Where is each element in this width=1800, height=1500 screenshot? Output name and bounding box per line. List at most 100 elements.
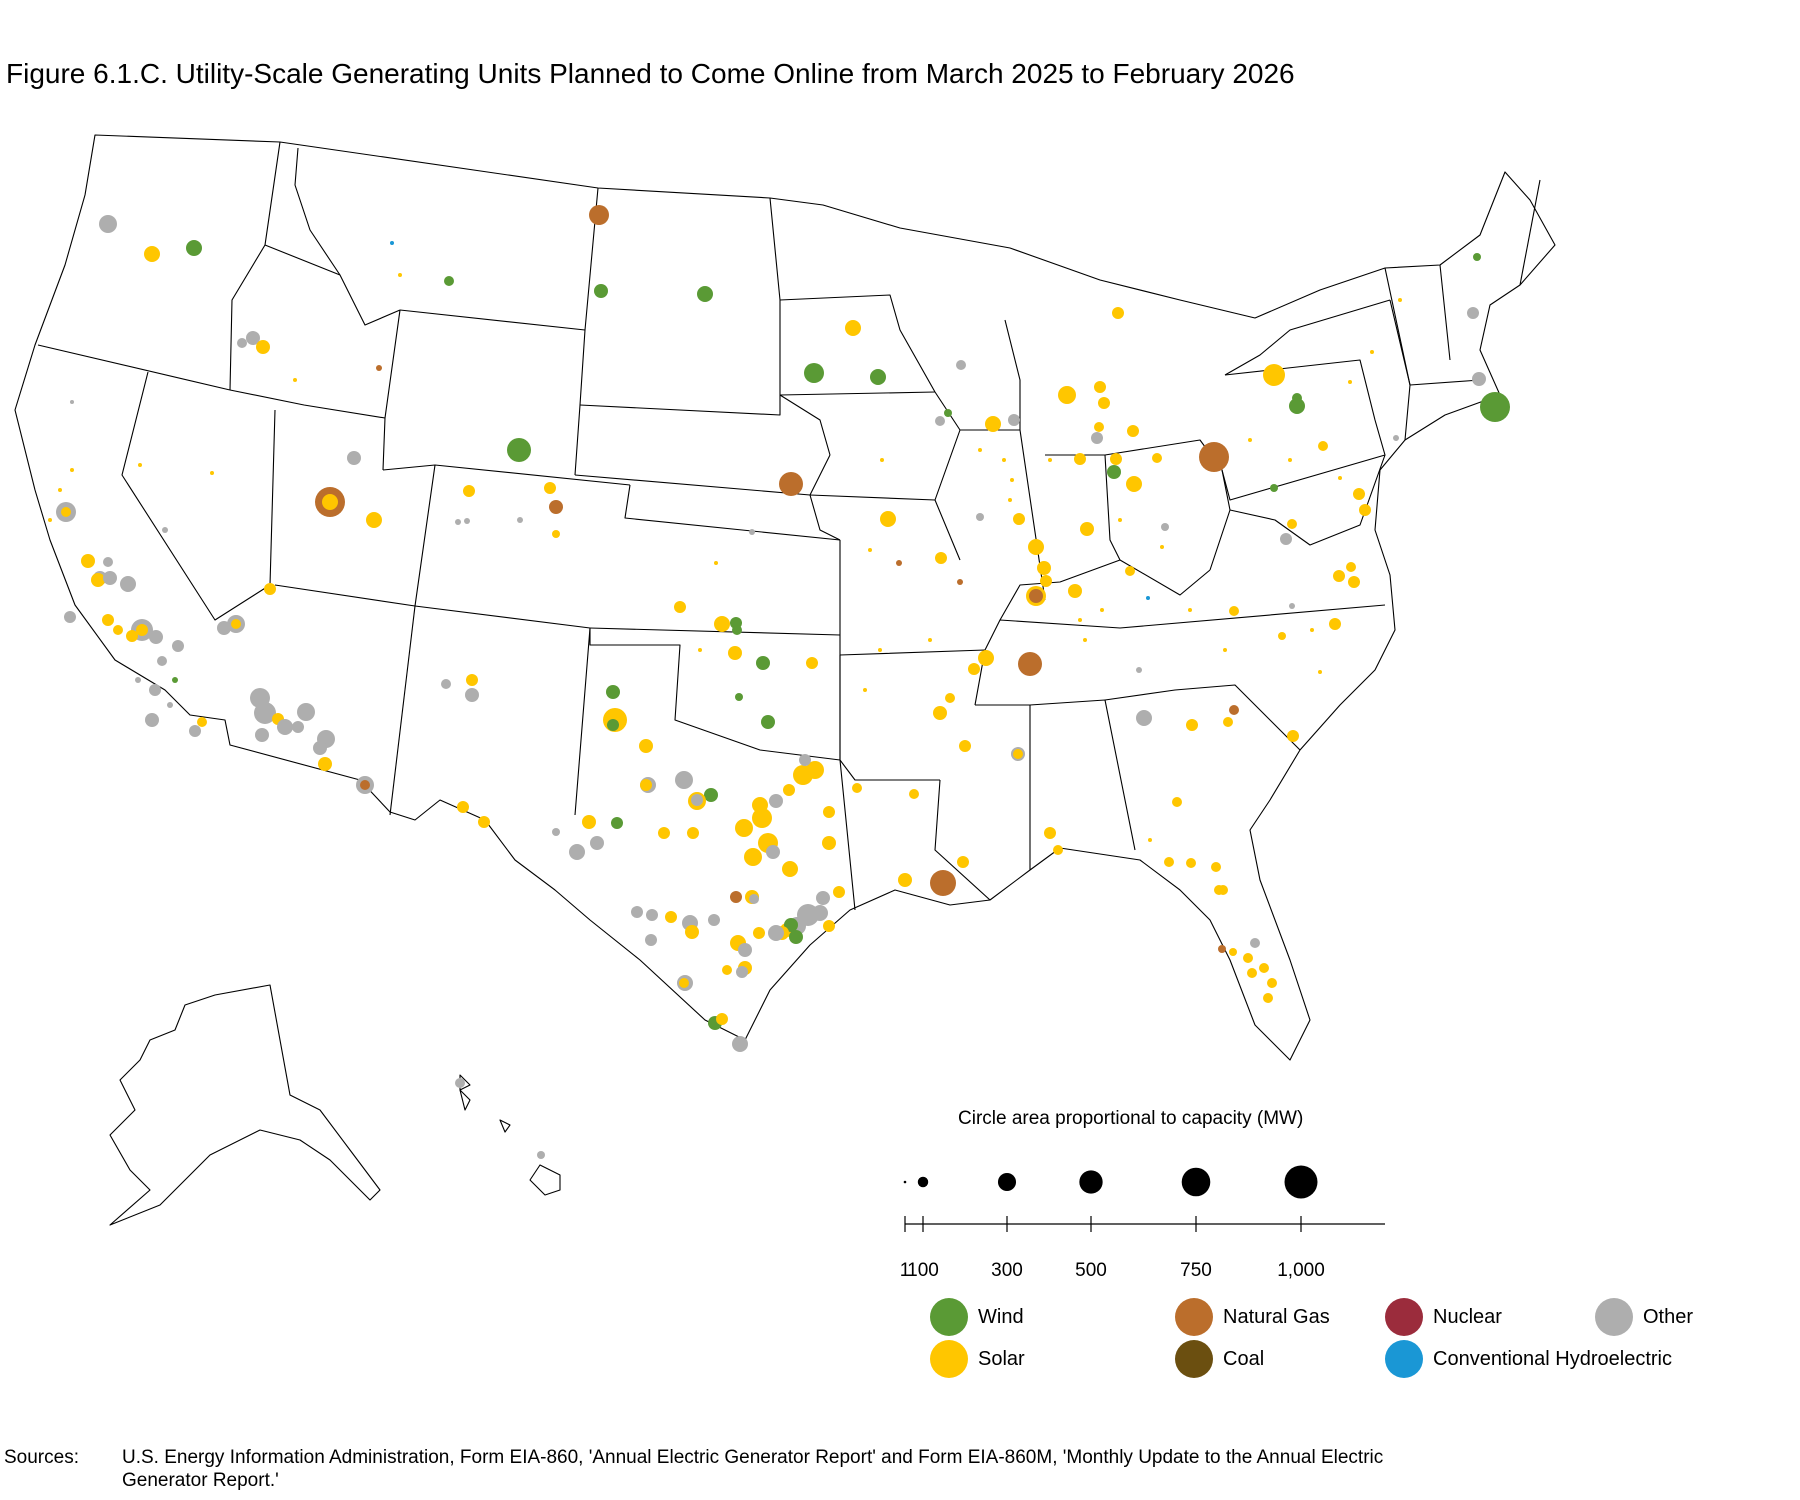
- plant-marker-other: [675, 771, 693, 789]
- legend-item-coal: Coal: [1175, 1340, 1264, 1378]
- plant-marker-other: [766, 845, 780, 859]
- plant-marker-conventional-hydroelectric: [1146, 596, 1150, 600]
- plant-marker-solar: [1080, 522, 1094, 536]
- state-border: [934, 779, 991, 901]
- state-border: [382, 309, 401, 471]
- plant-marker-natural-gas: [1229, 705, 1239, 715]
- plant-marker-other: [552, 828, 560, 836]
- state-border: [984, 604, 1386, 651]
- legend-swatch: [1595, 1298, 1633, 1336]
- size-scale-tick-label: 750: [1180, 1260, 1212, 1281]
- plant-marker-other: [749, 529, 755, 535]
- plant-marker-solar: [231, 619, 241, 629]
- plant-marker-wind: [444, 276, 454, 286]
- plant-marker-solar: [366, 512, 382, 528]
- plant-marker-other: [103, 557, 113, 567]
- plant-marker-other: [64, 611, 76, 623]
- plant-marker-natural-gas: [1199, 442, 1229, 472]
- size-scale-tick-label: 100: [907, 1260, 939, 1281]
- size-legend-circle: [1284, 1165, 1318, 1199]
- legend-item-nuclear: Nuclear: [1385, 1298, 1502, 1336]
- plant-marker-other: [812, 905, 828, 921]
- plant-marker-wind: [761, 715, 775, 729]
- plant-marker-other: [149, 630, 163, 644]
- plant-marker-solar: [1125, 566, 1135, 576]
- state-border: [960, 429, 1046, 601]
- size-legend-circle: [1079, 1170, 1103, 1194]
- plant-marker-natural-gas: [957, 579, 963, 585]
- plant-marker-other: [976, 513, 984, 521]
- state-border: [1224, 299, 1391, 376]
- plant-marker-wind: [756, 656, 770, 670]
- plant-marker-solar: [752, 808, 772, 828]
- legend-item-natural-gas: Natural Gas: [1175, 1298, 1330, 1336]
- legend-item-other: Other: [1595, 1298, 1693, 1336]
- plant-marker-wind: [1473, 253, 1481, 261]
- plant-marker-natural-gas: [1218, 945, 1226, 953]
- legend-label: Coal: [1223, 1347, 1265, 1370]
- plant-marker-solar: [1223, 648, 1227, 652]
- plant-marker-solar: [933, 706, 947, 720]
- plant-marker-solar: [1127, 425, 1139, 437]
- plant-marker-wind: [1270, 484, 1278, 492]
- plant-marker-solar: [1243, 953, 1253, 963]
- plant-marker-wind: [1289, 398, 1305, 414]
- plant-marker-solar: [1223, 717, 1233, 727]
- plant-marker-other: [455, 1078, 465, 1088]
- plant-marker-other: [172, 640, 184, 652]
- plant-marker-natural-gas: [730, 891, 742, 903]
- plant-marker-solar: [665, 911, 677, 923]
- plant-marker-other: [956, 360, 966, 370]
- plant-marker-solar: [978, 650, 994, 666]
- plant-marker-wind: [944, 409, 952, 417]
- plant-marker-solar: [687, 827, 699, 839]
- sources-label: Sources:: [4, 1447, 79, 1468]
- plant-marker-natural-gas: [1029, 589, 1043, 603]
- plant-marker-solar: [1287, 730, 1299, 742]
- inset-outline: [529, 1164, 561, 1196]
- plant-marker-solar: [1229, 606, 1239, 616]
- plant-marker-solar: [806, 657, 818, 669]
- plant-marker-wind: [607, 719, 619, 731]
- plant-marker-solar: [1338, 476, 1342, 480]
- inset-outline: [499, 1119, 511, 1133]
- plant-marker-solar: [833, 886, 845, 898]
- plant-marker-solar: [639, 739, 653, 753]
- plant-marker-other: [237, 338, 247, 348]
- plant-marker-other: [1136, 667, 1142, 673]
- sources-text: U.S. Energy Information Administration, …: [122, 1447, 1384, 1491]
- plant-marker-solar: [1329, 618, 1341, 630]
- state-border: [839, 649, 986, 706]
- plant-marker-solar: [544, 482, 556, 494]
- plant-marker-natural-gas: [376, 365, 382, 371]
- plant-marker-solar: [1164, 857, 1174, 867]
- plant-marker-solar: [898, 873, 912, 887]
- plant-marker-solar: [81, 554, 95, 568]
- size-legend-caption: Circle area proportional to capacity (MW…: [958, 1108, 1304, 1129]
- state-border: [382, 464, 631, 486]
- plant-marker-other: [631, 906, 643, 918]
- plant-marker-solar: [457, 801, 469, 813]
- state-border: [589, 627, 841, 636]
- plant-marker-solar: [1044, 827, 1056, 839]
- state-border: [1004, 319, 1021, 430]
- state-border: [579, 395, 781, 416]
- plant-marker-solar: [685, 925, 699, 939]
- plant-marker-other: [149, 684, 161, 696]
- legend-label: Natural Gas: [1223, 1305, 1330, 1328]
- plant-marker-solar: [1013, 513, 1025, 525]
- plant-marker-wind: [1480, 392, 1510, 422]
- plant-marker-wind: [784, 918, 798, 932]
- state-border: [1045, 454, 1121, 561]
- size-legend-scale: [903, 1165, 1385, 1232]
- plant-marker-solar: [957, 856, 969, 868]
- plant-marker-solar: [58, 488, 62, 492]
- plant-marker-solar: [1310, 628, 1314, 632]
- legend-swatch: [930, 1298, 968, 1336]
- plant-marker-solar: [909, 789, 919, 799]
- plant-marker-solar: [1008, 498, 1012, 502]
- plant-marker-solar: [1118, 518, 1122, 522]
- plant-marker-other: [135, 677, 141, 683]
- plant-marker-solar: [1186, 719, 1198, 731]
- state-border: [809, 454, 841, 541]
